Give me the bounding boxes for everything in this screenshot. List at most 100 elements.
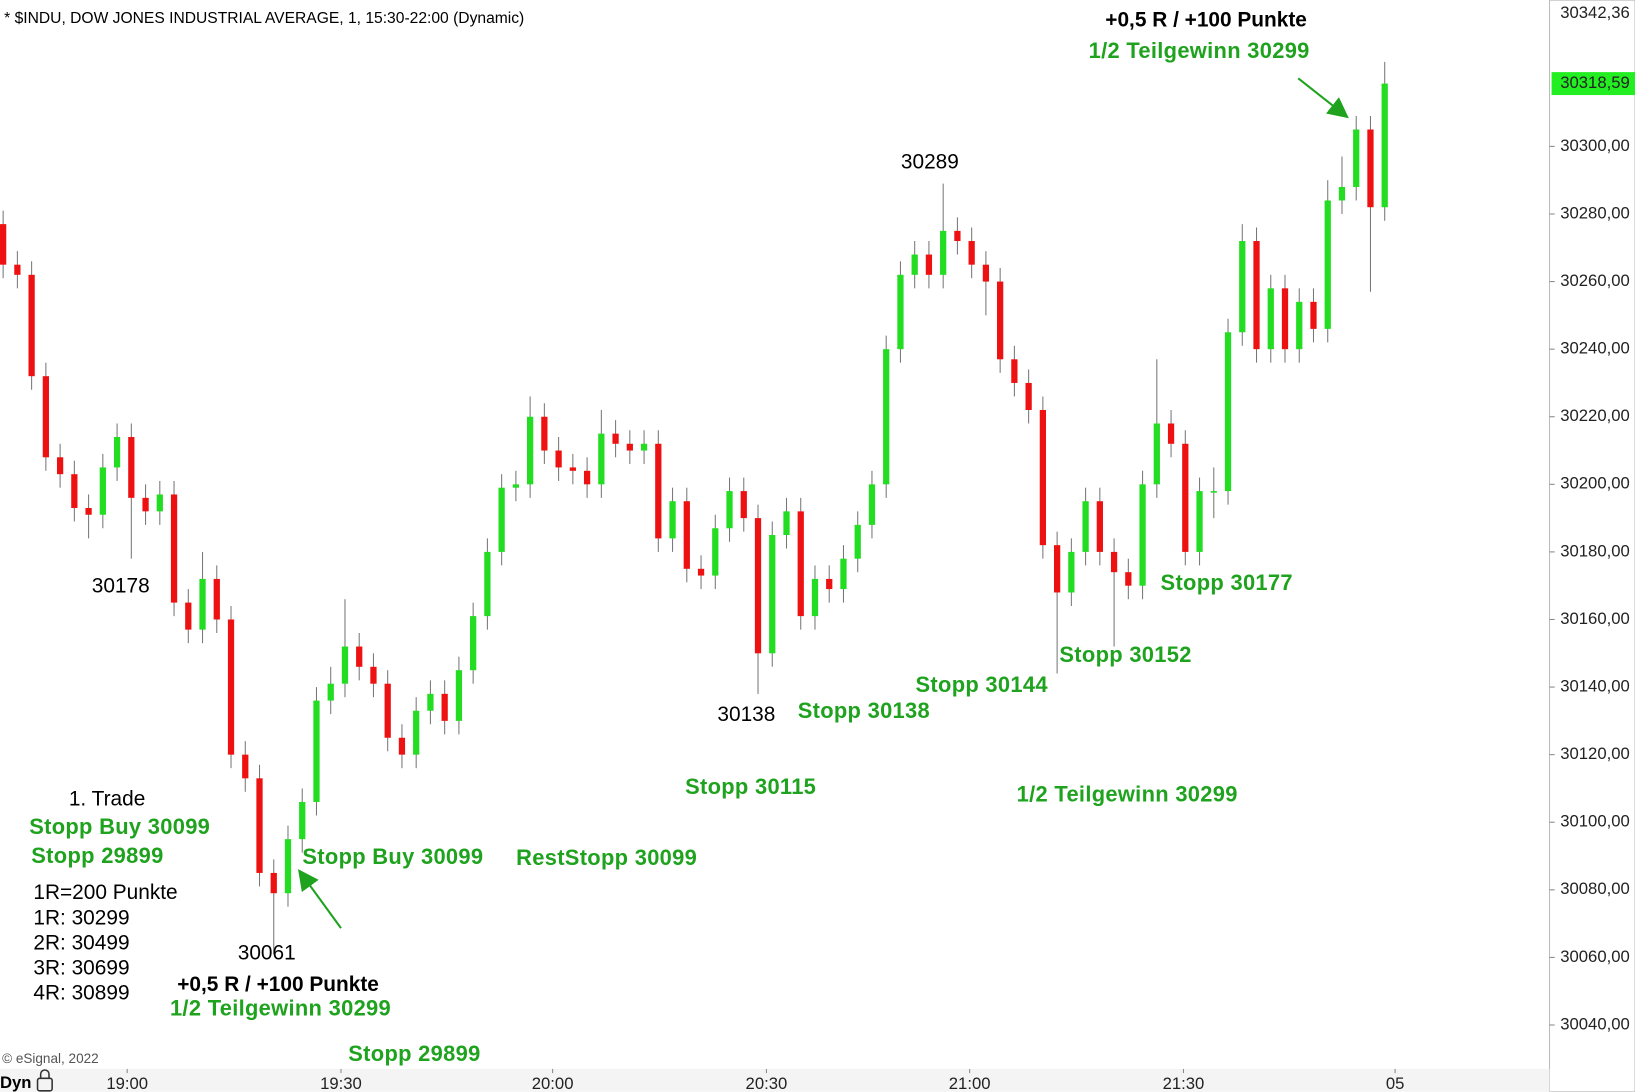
candle-body [470, 616, 477, 671]
candle-body [626, 443, 633, 451]
candle-body [997, 281, 1004, 360]
candle-body [384, 683, 391, 738]
annotation: Stopp Buy 30099 [302, 844, 483, 869]
candle-body [1296, 301, 1303, 350]
candle-body [1239, 241, 1246, 333]
lock-icon [36, 1077, 53, 1092]
y-axis-panel [1548, 0, 1635, 1092]
annotation: Stopp 30152 [1059, 642, 1191, 667]
candle-body [840, 558, 847, 590]
annotation: Stopp 29899 [348, 1041, 480, 1066]
candle-body [968, 241, 975, 265]
y-tick-label: 30300,00 [1560, 136, 1630, 155]
y-tick-label: 30080,00 [1560, 879, 1630, 898]
candle-body [498, 487, 505, 552]
candle-body [99, 467, 106, 515]
candle-body [940, 230, 947, 275]
candle-body [128, 437, 135, 498]
candle-body [1025, 382, 1032, 410]
candle-body [1381, 83, 1388, 208]
mode: Dyn [0, 1073, 31, 1092]
candle-body [56, 457, 64, 475]
candle-body [42, 376, 49, 458]
candle-body [811, 578, 819, 617]
candle-body [583, 470, 591, 485]
annotation: +0,5 R / +100 Punkte [1105, 8, 1307, 31]
candle-body [1153, 423, 1160, 485]
candle-body [526, 416, 534, 485]
candle-body [398, 737, 406, 755]
candle-body [740, 491, 747, 519]
last-price-box [1551, 72, 1635, 96]
candle-body [427, 693, 434, 711]
annotation: 30178 [92, 575, 150, 598]
candle-body [854, 524, 861, 559]
candle-body [754, 518, 762, 654]
candle-body [1196, 491, 1203, 552]
y-tick-label: 30060,00 [1560, 947, 1630, 966]
candle-body [669, 501, 676, 539]
candle-body [1182, 443, 1189, 552]
annotation: +0,5 R / +100 Punkte [177, 973, 379, 996]
candle-body [256, 778, 263, 873]
candle-body [370, 666, 377, 684]
candle-body [555, 450, 562, 468]
annotation: 1/2 Teilgewinn 30299 [1017, 782, 1238, 807]
candle-body [341, 646, 349, 684]
annotation: Stopp Buy 30099 [29, 814, 210, 839]
annotation: 1R: 30299 [33, 906, 129, 929]
x-tick-label: 19:00 [106, 1074, 148, 1092]
candle-body [1210, 491, 1217, 493]
candle-body [455, 670, 463, 721]
candle-body [897, 274, 904, 350]
candle-body [1281, 288, 1289, 350]
annotation: Stopp 30144 [916, 672, 1049, 697]
annotation: 30061 [238, 942, 296, 965]
candle-body [185, 602, 192, 630]
y-tick-label: 30240,00 [1560, 339, 1630, 358]
y-tick-label: 30200,00 [1560, 474, 1630, 493]
candle-body [1353, 129, 1360, 187]
candle-body [911, 254, 918, 275]
candle-body [1068, 551, 1075, 593]
candle-body [1167, 423, 1175, 444]
candle-body [284, 839, 292, 894]
y-tick-label: 30180,00 [1560, 541, 1630, 560]
annotation: 30289 [901, 150, 959, 173]
candle-body [1224, 332, 1232, 492]
candle-body [712, 528, 719, 576]
x-tick-label: 21:00 [949, 1074, 991, 1092]
annotation: Stopp 30138 [798, 698, 930, 723]
x-tick-label: 21:30 [1163, 1074, 1205, 1092]
x-tick-label: 19:30 [320, 1074, 362, 1092]
candle-body [142, 497, 149, 512]
annotation: 2R: 30499 [33, 931, 129, 954]
candle-body [0, 224, 7, 265]
y-tick-label: 30100,00 [1560, 812, 1630, 831]
candle-body [14, 264, 21, 275]
candle-body [655, 443, 662, 539]
x-axis-panel [0, 1068, 1550, 1092]
x-tick-label: 05 [1386, 1074, 1405, 1092]
candle-body [299, 801, 306, 840]
candle-body [769, 535, 776, 654]
candle-body [270, 872, 277, 894]
candle-body [512, 484, 520, 488]
arrow [1297, 77, 1349, 119]
y-tick-label: 30260,00 [1560, 271, 1630, 290]
candle-body [868, 484, 876, 525]
annotation: 3R: 30699 [33, 956, 129, 979]
candle-body [1053, 545, 1061, 593]
candle-body [598, 433, 605, 485]
candle-body [1253, 241, 1260, 350]
candle-body [883, 349, 890, 485]
candle-body [156, 494, 163, 512]
candle-body [113, 437, 121, 468]
y-tick-label: 30280,00 [1560, 203, 1630, 222]
candle-body [1324, 200, 1331, 329]
candle-body [1139, 484, 1146, 586]
y-tick-label: 30140,00 [1560, 676, 1630, 695]
candle-body [242, 754, 249, 779]
candle-body [826, 578, 833, 590]
